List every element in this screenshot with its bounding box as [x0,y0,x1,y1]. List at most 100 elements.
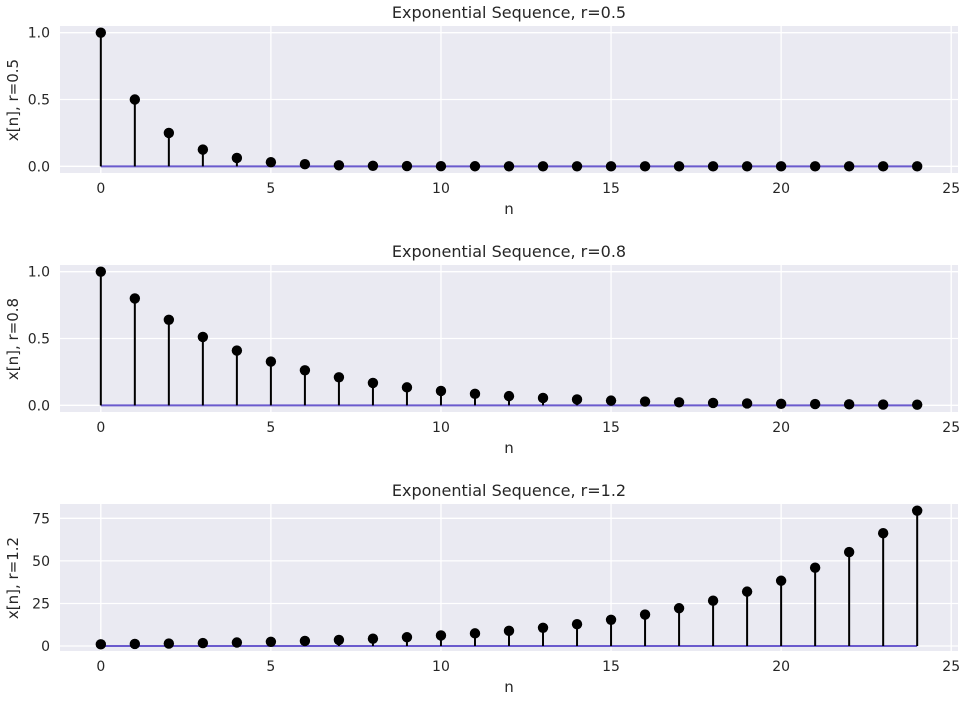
stem-marker [639,161,651,172]
x-tick-label: 25 [942,659,960,675]
x-tick-label: 10 [432,181,450,197]
stem-marker [231,345,243,356]
y-tick-label: 0.0 [28,159,50,175]
stem-marker [775,575,787,586]
y-axis-label: x[n], r=0.5 [4,58,22,142]
x-tick-label: 20 [772,181,790,197]
chart-title: Exponential Sequence, r=0.8 [391,242,627,261]
stem-marker [435,160,447,172]
subplot-exponential-r08: 0 5 10 15 20 25 0.0 0.5 1.0 Exponential Sequence… [0,239,966,478]
stem-marker [605,395,617,406]
x-tick-label: 5 [266,181,275,197]
y-tick-label: 0.5 [28,93,50,109]
x-tick-label: 5 [266,420,275,436]
x-axis-label: n [504,439,514,457]
stem-marker [843,546,855,558]
x-tick-label: 20 [772,659,790,675]
stem-marker [469,628,481,639]
stem-marker [809,398,821,410]
x-axis-label: n [504,200,514,218]
stem-marker [265,156,277,168]
y-tick-label: 1.0 [28,265,50,281]
stem-marker [197,144,209,155]
stem-marker [129,638,141,650]
stem-marker [673,603,685,614]
stem-marker [265,356,277,367]
x-tick-label: 25 [942,181,960,197]
stem-marker [95,266,107,277]
x-tick-label: 10 [432,659,450,675]
stem-marker [129,293,141,304]
y-tick-label: 75 [32,511,50,527]
stem-marker [877,528,889,539]
stem-marker [707,161,719,172]
y-tick-label: 50 [32,554,50,570]
stem-marker [163,127,175,139]
stem-marker [401,632,413,643]
stem-marker [673,397,685,408]
stem-marker [571,618,583,630]
stem-marker [537,622,549,634]
x-tick-label: 20 [772,420,790,436]
stem-plot-r12: 0 5 10 15 20 25 0 25 50 75 [32,504,960,675]
subplot-exponential-r12: 0 5 10 15 20 25 0 25 50 75 Exponential Sequence, … [0,478,966,717]
stem-marker [639,609,651,620]
stem-marker [333,160,345,171]
stem-marker [197,637,209,649]
stem-marker [435,385,447,397]
stem-marker [367,633,379,644]
stem-marker [367,377,379,389]
stem-marker [163,638,175,649]
stem-marker [911,505,923,516]
stem-marker [401,382,413,393]
x-tick-label: 15 [602,659,620,675]
stem-marker [265,636,277,647]
stem-marker [299,365,311,376]
stem-marker [503,161,515,172]
y-tick-label: 0 [41,639,50,655]
stem-marker [877,399,889,410]
x-tick-label: 0 [96,420,105,436]
y-tick-label: 0.5 [28,332,50,348]
stem-marker [469,161,481,172]
stem-marker [639,396,651,407]
stem-marker [537,392,549,404]
stem-marker [605,614,617,625]
y-tick-label: 25 [32,596,50,612]
stem-plot-r05: 0 5 10 15 20 25 0.0 0.5 1.0 [28,26,960,197]
stem-marker [809,562,821,573]
stem-marker [435,630,447,641]
x-axis-label: n [504,678,514,696]
stem-marker [843,399,855,410]
stem-marker [367,160,379,171]
stem-marker [537,161,549,172]
stem-marker [741,161,753,172]
y-tick-label: 0.0 [28,398,50,414]
stem-marker [299,635,311,647]
stem-marker [231,637,243,648]
x-tick-label: 0 [96,659,105,675]
stem-marker [333,634,345,646]
stem-marker [129,94,141,105]
y-axis-label: x[n], r=0.8 [4,297,22,381]
stem-marker [95,27,107,38]
stem-marker [707,595,719,606]
stem-marker [95,639,107,650]
stem-plot-r08: 0 5 10 15 20 25 0.0 0.5 1.0 [28,265,960,436]
x-tick-label: 5 [266,659,275,675]
stem-marker [469,388,481,400]
stem-marker [571,394,583,405]
stem-marker [231,152,243,164]
stem-marker [707,397,719,409]
chart-title: Exponential Sequence, r=1.2 [391,481,627,500]
stem-marker [911,399,923,410]
stem-marker [163,314,175,325]
stem-marker [197,331,209,343]
stem-marker [911,161,923,172]
stem-marker [673,161,685,172]
x-tick-label: 25 [942,420,960,436]
stem-marker [503,390,515,402]
y-tick-label: 1.0 [28,26,50,42]
y-axis-label: x[n], r=1.2 [4,536,22,620]
